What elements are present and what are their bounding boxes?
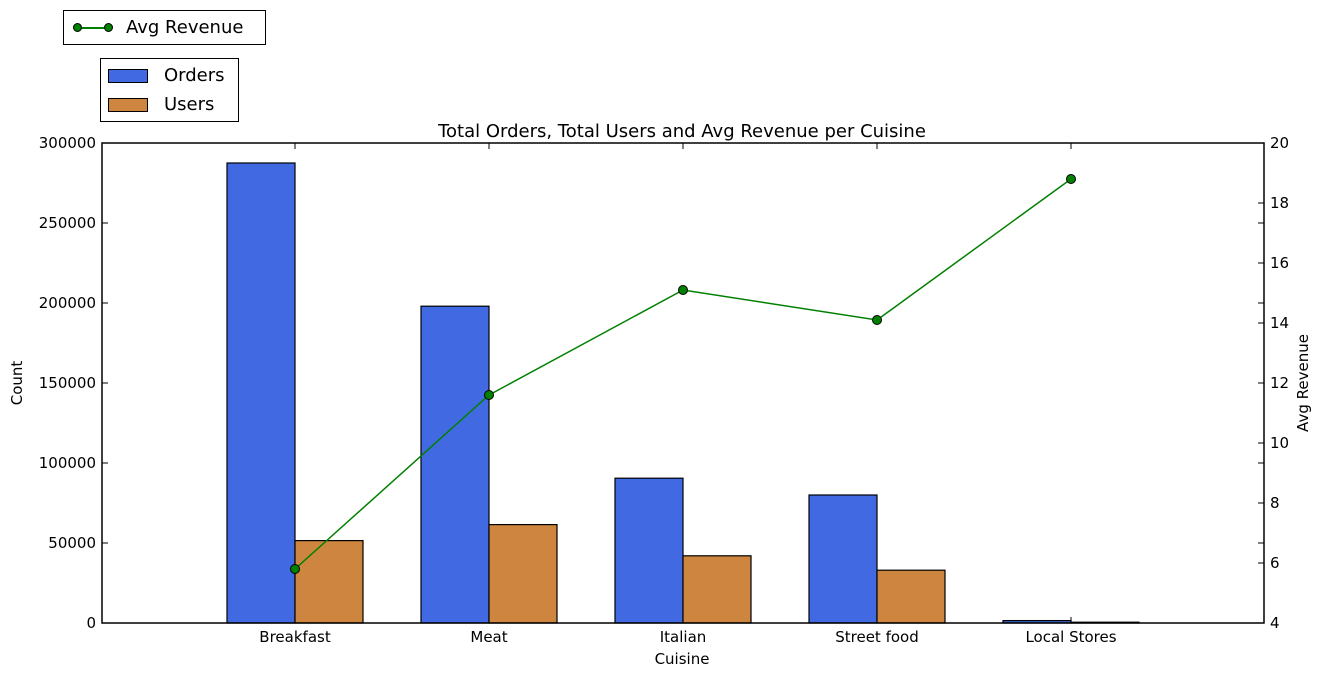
bar-legend: Orders Users [100,58,239,122]
y2-tick-label: 8 [1270,494,1280,512]
bar-orders-meat [420,305,490,624]
line-legend: Avg Revenue [63,10,266,45]
y-tick-label: 300000 [39,134,96,152]
x-tick-label-street-food: Street food [835,628,919,646]
orders-swatch-icon [108,68,148,83]
y2-tick-label: 14 [1270,314,1289,332]
y2-tick-label: 18 [1270,194,1289,212]
y-tick-label: 100000 [39,454,96,472]
x-tick-label-italian: Italian [660,628,707,646]
y2-tick-label: 6 [1270,554,1280,572]
avg-revenue-point-italian [678,285,688,295]
bar-orders-breakfast [226,162,296,624]
x-axis-label: Cuisine [655,650,710,668]
x-tick-label-local-stores: Local Stores [1025,628,1116,646]
legend-label-users: Users [164,94,215,115]
bar-users-italian [682,555,752,624]
y2-tick-label: 16 [1270,254,1289,272]
avg-revenue-point-street-food [872,315,882,325]
y-tick-label: 250000 [39,214,96,232]
y-tick-label: 200000 [39,294,96,312]
y2-tick-label: 12 [1270,374,1289,392]
bar-orders-italian [614,477,684,624]
bar-orders-street-food [808,494,878,624]
y-tick-label: 0 [86,614,96,632]
right-axis-ticks: 4 6 8 10 12 14 16 18 20 [1258,134,1289,632]
bar-users-street-food [876,569,946,624]
bar-users-breakfast [294,539,364,624]
bars-group [226,162,1140,624]
legend-entry-avg-revenue: Avg Revenue [64,11,265,44]
bar-users-meat [488,523,558,624]
left-axis-ticks: 0 50000 100000 150000 200000 250000 300000 [39,134,1264,632]
legend-label-avg-revenue: Avg Revenue [126,17,244,38]
legend-label-orders: Orders [164,65,225,86]
chart-title: Total Orders, Total Users and Avg Revenu… [437,121,926,142]
x-tick-label-meat: Meat [470,628,507,646]
users-swatch-icon [108,97,148,112]
avg-revenue-point-meat [484,390,494,400]
y2-axis-label: Avg Revenue [1294,334,1312,432]
avg-revenue-line-group [290,174,1076,574]
avg-revenue-point-local-stores [1066,174,1076,184]
y-tick-label: 150000 [39,374,96,392]
x-axis-ticks: Breakfast Meat Italian Street food Local Sto… [259,143,1117,646]
legend-entry-users: Users [101,90,238,119]
y2-tick-label: 20 [1270,134,1289,152]
y2-tick-label: 4 [1270,614,1280,632]
avg-revenue-point-breakfast [290,564,300,574]
line-legend-key-icon [73,21,113,35]
y-tick-label: 50000 [48,534,96,552]
y-axis-label: Count [8,361,26,406]
y2-tick-label: 10 [1270,434,1289,452]
legend-entry-orders: Orders [101,61,238,90]
x-tick-label-breakfast: Breakfast [259,628,331,646]
